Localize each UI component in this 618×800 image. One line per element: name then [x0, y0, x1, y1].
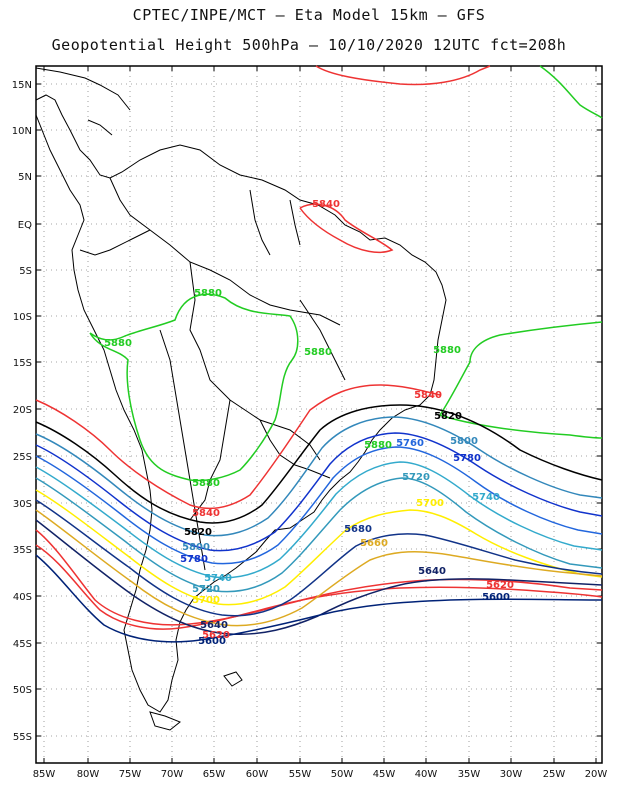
contour-label-5720: 5720: [192, 584, 220, 595]
lat-tick-label: 10S: [13, 312, 32, 323]
contour-label-5700: 5700: [416, 498, 444, 509]
contour-label-5740: 5740: [472, 492, 500, 503]
lon-tick-label: 80W: [77, 769, 100, 780]
lat-tick-label: 40S: [13, 592, 32, 603]
contour-label-5820: 5820: [434, 411, 462, 422]
lon-tick-label: 40W: [415, 769, 438, 780]
contour-label-5640: 5640: [418, 566, 446, 577]
chart-title: CPTEC/INPE/MCT – Eta Model 15km – GFS: [132, 6, 486, 24]
lon-tick-label: 20W: [585, 769, 608, 780]
lat-tick-label: 15S: [13, 358, 32, 369]
contour-5800: [35, 416, 603, 537]
contour-label-5600: 5600: [482, 592, 510, 603]
contour-5880-central: [89, 293, 299, 482]
lon-tick-label: 75W: [119, 769, 142, 780]
contour-label-5600: 5600: [198, 636, 226, 647]
contour-label-5840: 5840: [192, 508, 220, 519]
contour-label-5720: 5720: [402, 472, 430, 483]
contour-label-5840: 5840: [414, 390, 442, 401]
contour-label-5780: 5780: [453, 453, 481, 464]
contour-label-5620: 5620: [486, 580, 514, 591]
lat-tick-label: EQ: [18, 220, 32, 231]
contour-label-5680: 5680: [344, 524, 372, 535]
contour-label-5880: 5880: [304, 347, 332, 358]
lat-tick-label: 35S: [13, 545, 32, 556]
lon-tick-label: 35W: [458, 769, 481, 780]
contour-5760: [35, 446, 603, 565]
lat-tick-label: 50S: [13, 685, 32, 696]
axis-ticks: 15N 10N 5N EQ 5S 10S 15S 20S 25S 30S 35S 40S 45S 50S 5…: [12, 66, 608, 780]
contour-5660: [35, 509, 603, 627]
contour-label-5880: 5880: [433, 345, 461, 356]
contour-5780: [35, 432, 603, 552]
contour-5840-coast: [299, 203, 394, 253]
lon-tick-label: 55W: [289, 769, 312, 780]
lon-tick-label: 25W: [543, 769, 566, 780]
central-america-coast: [35, 67, 131, 136]
contour-label-5640: 5640: [200, 620, 228, 631]
lat-tick-label: 10N: [12, 126, 32, 137]
coastlines: [35, 67, 447, 731]
contour-label-5880: 5880: [104, 338, 132, 349]
contour-5820-main: [35, 404, 603, 524]
contour-5880-east: [438, 321, 603, 439]
contour-5700: [35, 489, 603, 606]
contour-label-5880: 5880: [192, 478, 220, 489]
lat-tick-label: 55S: [13, 732, 32, 743]
lon-tick-label: 70W: [161, 769, 184, 780]
lon-tick-label: 60W: [246, 769, 269, 780]
lon-tick-label: 30W: [500, 769, 523, 780]
lon-tick-label: 85W: [33, 769, 56, 780]
contour-5600: [35, 554, 603, 643]
lon-tick-label: 65W: [203, 769, 226, 780]
lat-tick-label: 45S: [13, 639, 32, 650]
contour-5880-north: [539, 65, 603, 119]
lat-tick-label: 5N: [18, 172, 32, 183]
chart-subtitle: Geopotential Height 500hPa – 10/10/2020 …: [51, 36, 567, 54]
graticule: [36, 66, 602, 763]
contour-5740: [35, 461, 603, 579]
contour-5860-north: [315, 65, 491, 86]
lat-tick-label: 15N: [12, 80, 32, 91]
contour-label-5740: 5740: [204, 573, 232, 584]
lat-tick-label: 25S: [13, 452, 32, 463]
map-frame: [35, 65, 603, 764]
country-borders: [79, 177, 346, 571]
contour-label-5820: 5820: [184, 527, 212, 538]
contour-5840-main: [35, 384, 441, 510]
contour-label-5620: 5620: [202, 630, 230, 641]
contour-label-5800: 5800: [182, 542, 210, 553]
contour-label-5700: 5700: [192, 595, 220, 606]
contour-5680: [35, 499, 603, 617]
contour-label-5880: 5880: [364, 440, 392, 451]
falklands: [223, 671, 243, 687]
contour-label-5880: 5880: [194, 288, 222, 299]
lat-tick-label: 5S: [19, 266, 32, 277]
contours: [35, 65, 603, 643]
lon-tick-label: 50W: [331, 769, 354, 780]
contour-label-5840: 5840: [312, 199, 340, 210]
contour-label-5760: 5760: [396, 438, 424, 449]
contour-5720: [35, 477, 603, 593]
lat-tick-label: 30S: [13, 499, 32, 510]
lat-tick-label: 20S: [13, 405, 32, 416]
lon-tick-label: 45W: [373, 769, 396, 780]
contour-label-5660: 5660: [360, 538, 388, 549]
contour-label-5800: 5800: [450, 436, 478, 447]
contour-label-5780: 5780: [180, 554, 208, 565]
tierra-del-fuego: [149, 711, 181, 731]
